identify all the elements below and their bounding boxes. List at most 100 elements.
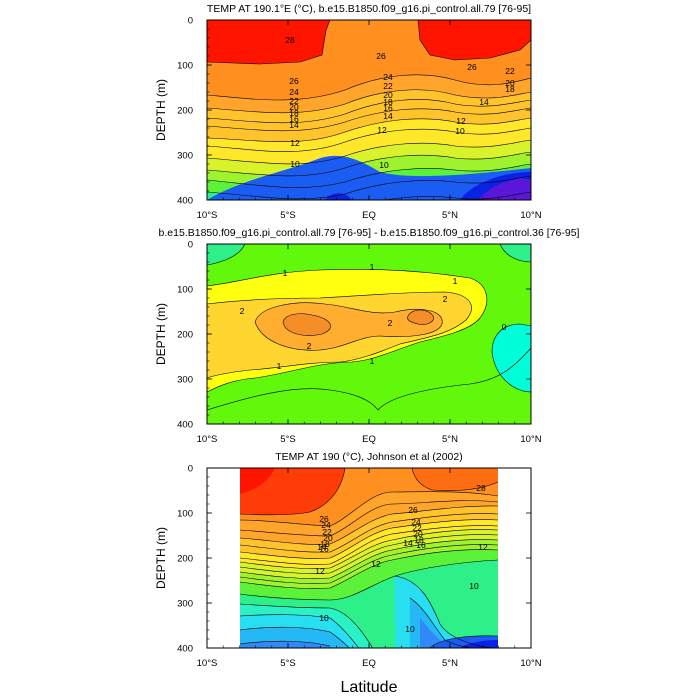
contour-label-1-15: 18 <box>383 97 393 107</box>
contour-label-1-5: 24 <box>289 87 299 97</box>
contour-label-3-5: 24 <box>321 520 331 530</box>
y-tick-label-1-4: 300 <box>177 151 193 162</box>
contour-label-1-24: 10 <box>290 159 300 169</box>
y-tick-label-3-5: 400 <box>177 644 193 655</box>
contour-label-2-8: 2 <box>388 318 393 328</box>
y-axis-label-3: DEPTH (m) <box>154 527 168 589</box>
contour-label-3-4: 24 <box>411 517 421 527</box>
contour-label-1-13: 18 <box>505 84 515 94</box>
panel-observed-temperature: TEMP AT 190 (°C), Johnson et al (2002) <box>207 451 531 648</box>
contour-label-1-19: 14 <box>383 111 393 121</box>
contour-label-3-8: 20 <box>413 529 423 539</box>
y-tick-label-1-3: 200 <box>177 106 193 117</box>
x-tick-label-2-4: 5°N <box>442 434 458 445</box>
contour-label-3-2: 26 <box>408 505 418 515</box>
contour-label-1-11: 20 <box>289 102 299 112</box>
contour-label-1-4: 26 <box>467 62 477 72</box>
contour-label-3-16: 12 <box>371 559 381 569</box>
panel-1-contour-lines <box>207 20 531 200</box>
y-tick-label-2-2: 100 <box>177 285 193 296</box>
contour-label-3-7: 22 <box>322 527 332 537</box>
x-tick-label-1-2: 5°S <box>280 210 295 221</box>
y-tick-label-1-1: 0 <box>188 16 193 27</box>
panel-3-title: TEMP AT 190 (°C), Johnson et al (2002) <box>275 451 462 463</box>
x-tick-label-1-4: 5°N <box>442 210 458 221</box>
contour-label-2-9: 2 <box>443 294 448 304</box>
contour-label-3-9: 20 <box>323 533 333 543</box>
contour-label-2-2: 1 <box>370 262 375 272</box>
contour-label-3-11: 18 <box>320 539 330 549</box>
x-tick-label-2-1: 10°S <box>197 434 218 445</box>
x-tick-label-3-3: EQ <box>362 658 376 669</box>
contour-label-1-2: 26 <box>376 51 386 61</box>
panel-2-contour-lines <box>207 244 531 411</box>
y-axis-label-1: DEPTH (m) <box>154 79 168 141</box>
contour-label-1-14: 18 <box>289 108 299 118</box>
x-axis-label: Latitude <box>341 679 398 696</box>
panel-3-contour-lines <box>239 468 499 648</box>
contour-label-2-1: 1 <box>283 268 288 278</box>
panel-3-contour-field <box>239 468 499 648</box>
contour-label-3-12: 16 <box>416 540 426 550</box>
panel-2-contour-field <box>207 244 531 424</box>
y-tick-label-2-5: 400 <box>177 420 193 431</box>
contour-label-1-12: 20 <box>383 90 393 100</box>
contour-label-3-10: 18 <box>414 535 424 545</box>
contour-label-1-1: 28 <box>285 35 295 45</box>
y-tick-label-3-4: 300 <box>177 599 193 610</box>
y-tick-label-2-3: 200 <box>177 330 193 341</box>
contour-label-2-7: 2 <box>307 341 312 351</box>
contour-label-2-4: 1 <box>370 356 375 366</box>
contour-label-3-13: 16 <box>319 544 329 554</box>
contour-label-3-17: 12 <box>478 542 488 552</box>
panel-1-contour-field <box>207 20 531 200</box>
y-tick-label-1-5: 400 <box>177 196 193 207</box>
contour-label-1-8: 22 <box>289 96 299 106</box>
panel-difference: b.e15.B1850.f09_g16.pi_control.all.79 [7… <box>159 227 580 424</box>
panel-1-title: TEMP AT 190.1°E (°C), b.e15.B1850.f09_g1… <box>207 3 531 15</box>
y-tick-label-1-2: 100 <box>177 61 193 72</box>
contour-label-3-18: 12 <box>315 566 325 576</box>
x-tick-label-1-1: 10°S <box>197 210 218 221</box>
x-tick-label-3-4: 5°N <box>442 658 458 669</box>
y-tick-label-3-1: 0 <box>188 464 193 475</box>
x-tick-label-3-1: 10°S <box>197 658 218 669</box>
contour-label-3-14: 14 <box>403 538 413 548</box>
x-tick-label-1-3: EQ <box>362 210 376 221</box>
contour-label-3-19: 10 <box>469 581 479 591</box>
y-tick-label-2-4: 300 <box>177 375 193 386</box>
y-axis-label-2: DEPTH (m) <box>154 303 168 365</box>
contour-label-3-3: 26 <box>319 514 329 524</box>
contour-label-3-1: 28 <box>476 483 486 493</box>
contour-label-1-23: 12 <box>456 116 466 126</box>
contour-label-1-20: 14 <box>479 97 489 107</box>
x-tick-label-3-2: 5°S <box>280 658 295 669</box>
contour-label-2-3: 1 <box>453 276 458 286</box>
contour-label-1-18: 14 <box>289 120 299 130</box>
contour-label-3-15: 14 <box>317 542 327 552</box>
contour-label-1-9: 22 <box>383 81 393 91</box>
contour-label-2-6: 2 <box>240 306 245 316</box>
y-tick-label-3-3: 200 <box>177 554 193 565</box>
contour-label-1-22: 12 <box>377 125 387 135</box>
x-tick-label-2-5: 10°N <box>520 434 541 445</box>
panel-model-temperature: TEMP AT 190.1°E (°C), b.e15.B1850.f09_g1… <box>207 3 531 200</box>
contour-label-1-21: 12 <box>290 138 300 148</box>
contour-label-2-10: 0 <box>502 322 507 332</box>
x-tick-label-1-5: 10°N <box>520 210 541 221</box>
y-tick-label-2-1: 0 <box>188 240 193 251</box>
panel-2-title: b.e15.B1850.f09_g16.pi_control.all.79 [7… <box>159 227 580 239</box>
contour-label-1-17: 16 <box>383 103 393 113</box>
x-tick-label-2-2: 5°S <box>280 434 295 445</box>
contour-label-1-6: 24 <box>383 72 393 82</box>
contour-label-1-25: 10 <box>379 160 389 170</box>
contour-label-3-20: 10 <box>405 624 415 634</box>
contour-label-1-26: 10 <box>455 126 465 136</box>
contour-label-3-6: 22 <box>412 523 422 533</box>
x-tick-label-3-5: 10°N <box>520 658 541 669</box>
y-tick-label-3-2: 100 <box>177 509 193 520</box>
contour-label-2-5: 1 <box>277 361 282 371</box>
contour-label-1-10: 20 <box>505 78 515 88</box>
